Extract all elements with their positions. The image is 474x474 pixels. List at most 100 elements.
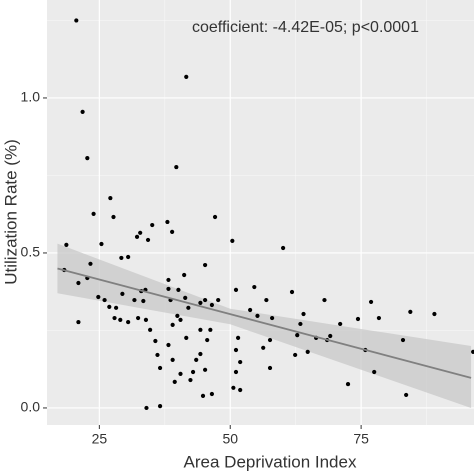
- point: [200, 393, 206, 398]
- point: [182, 272, 187, 278]
- point: [190, 369, 196, 375]
- point: [212, 214, 218, 220]
- point: [345, 381, 351, 387]
- point: [261, 345, 266, 350]
- point: [198, 300, 203, 305]
- point: [355, 316, 361, 322]
- point: [99, 241, 104, 247]
- point: [64, 242, 69, 247]
- point: [126, 254, 131, 260]
- point: [238, 387, 243, 393]
- point: [76, 319, 81, 325]
- point: [289, 289, 295, 295]
- point: [400, 337, 406, 343]
- point: [368, 299, 374, 305]
- point: [178, 317, 183, 323]
- point: [96, 294, 101, 300]
- point: [186, 305, 191, 310]
- point: [194, 357, 199, 363]
- point: [295, 333, 300, 338]
- point: [166, 277, 171, 283]
- point: [184, 74, 189, 79]
- point: [175, 313, 180, 318]
- point: [134, 234, 140, 239]
- point: [102, 297, 107, 303]
- point: [301, 311, 306, 317]
- point: [178, 371, 183, 376]
- point: [198, 351, 203, 357]
- x-tick-label: 50: [222, 431, 238, 447]
- point: [107, 304, 112, 309]
- point: [203, 297, 208, 303]
- point: [144, 405, 149, 411]
- grid: 2550751000.00.51.0: [21, 0, 474, 447]
- point: [174, 164, 179, 170]
- point: [338, 321, 343, 327]
- point: [143, 317, 149, 323]
- point: [145, 237, 151, 243]
- point: [267, 337, 273, 343]
- y-tick-label: 0.0: [21, 399, 41, 415]
- y-tick-label: 1.0: [21, 89, 41, 105]
- point: [170, 229, 175, 234]
- point: [138, 230, 143, 235]
- point: [172, 379, 177, 385]
- point: [404, 392, 409, 398]
- point: [126, 319, 131, 325]
- point: [170, 322, 175, 327]
- point: [165, 219, 170, 225]
- point: [141, 298, 146, 304]
- point: [208, 327, 213, 332]
- point: [230, 238, 235, 243]
- point: [85, 155, 90, 161]
- point: [376, 315, 382, 321]
- point: [111, 214, 116, 220]
- point: [209, 391, 215, 397]
- point: [119, 255, 124, 261]
- point: [114, 305, 119, 310]
- point: [298, 321, 303, 327]
- point: [328, 333, 333, 339]
- x-tick-label: 25: [92, 431, 108, 447]
- point: [188, 377, 193, 383]
- annotation: coefficient: -4.42E-05; p<0.0001: [192, 19, 419, 36]
- point: [322, 297, 327, 303]
- point: [183, 295, 188, 301]
- point: [74, 18, 79, 23]
- point: [372, 369, 377, 375]
- point: [148, 327, 153, 332]
- point: [216, 297, 221, 303]
- point: [120, 291, 125, 296]
- point: [112, 315, 117, 321]
- point: [235, 335, 241, 340]
- marks: [57, 18, 474, 411]
- point: [150, 222, 155, 228]
- point: [267, 365, 273, 371]
- x-tick-label: 75: [353, 431, 369, 447]
- y-tick-label: 0.5: [21, 244, 41, 260]
- point: [203, 367, 208, 372]
- point: [170, 357, 175, 363]
- point: [255, 313, 260, 318]
- point: [233, 369, 239, 375]
- point: [248, 307, 253, 313]
- point: [270, 315, 275, 321]
- point: [198, 327, 203, 332]
- point: [155, 352, 160, 358]
- point: [88, 261, 93, 266]
- point: [166, 286, 171, 292]
- point: [264, 297, 269, 303]
- point: [76, 280, 81, 286]
- x-axis-title: Area Deprivation Index: [184, 452, 357, 471]
- point: [80, 109, 85, 115]
- point: [203, 262, 208, 268]
- point: [305, 349, 310, 354]
- point: [132, 297, 137, 303]
- point: [432, 311, 437, 317]
- point: [281, 245, 286, 251]
- y-axis-title: Utilization Rate (%): [1, 139, 20, 285]
- point: [135, 315, 141, 321]
- point: [176, 287, 181, 292]
- confidence-band: [57, 243, 472, 408]
